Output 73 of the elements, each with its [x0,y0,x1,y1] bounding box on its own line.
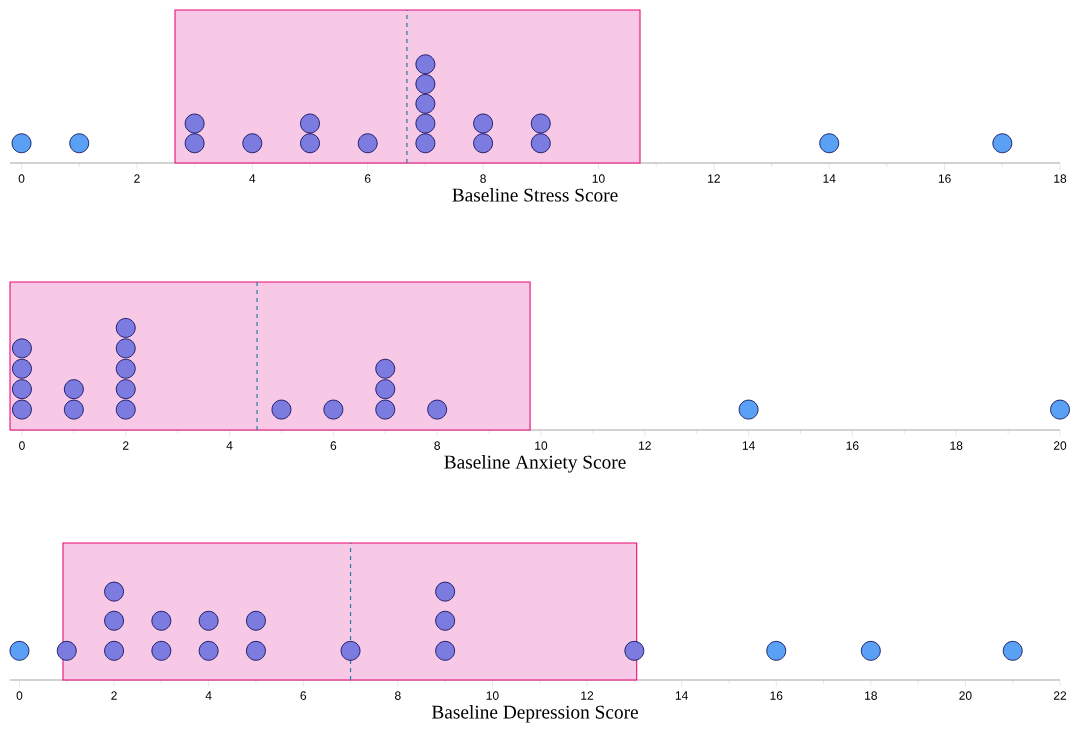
x-tick-label: 4 [226,441,233,450]
point [323,399,344,420]
point [357,133,378,154]
x-tick-label: 0 [16,691,23,700]
x-tick-label: 20 [959,691,972,700]
point [300,133,320,154]
point [115,379,136,400]
x-tick-label: 10 [486,691,499,700]
x-axis-title: Baseline Depression Score [431,705,638,723]
point [415,74,436,94]
x-tick-label: 2 [111,691,117,700]
point [473,113,493,134]
point [530,133,551,154]
x-tick-label: 4 [205,691,212,700]
x-tick-label: 16 [846,441,859,450]
x-tick-label: 12 [639,441,651,450]
x-tick-label: 0 [19,441,25,450]
x-axis-title: Baseline Stress Score [452,188,618,202]
point [300,113,320,134]
point [473,133,493,154]
point [375,399,396,420]
point [415,133,436,154]
point [427,399,448,420]
x-tick-label: 14 [823,174,836,183]
x-tick-label: 2 [134,174,140,183]
x-tick-label: 6 [364,174,371,183]
x-axis-title: Baseline Anxiety Score [444,455,626,473]
point [63,379,84,400]
point [69,133,90,154]
point [738,399,759,420]
x-tick-label: 16 [770,691,783,700]
x-tick-label: 14 [675,691,688,700]
x-tick-label: 12 [708,174,720,183]
x-tick-label: 10 [535,441,548,450]
point [992,133,1013,154]
x-tick-label: 4 [249,174,256,183]
x-tick-label: 8 [480,174,486,183]
point [530,113,551,134]
x-tick-label: 16 [938,174,951,183]
x-tick-label: 18 [865,691,877,700]
point [271,399,292,420]
point [184,113,205,134]
x-tick-label: 20 [1053,441,1067,450]
x-tick-label: 14 [742,441,755,450]
x-tick-label: 6 [300,691,307,700]
point [415,113,436,134]
x-tick-label: 18 [950,441,963,450]
point [819,133,840,154]
point [415,93,436,114]
point [12,358,32,379]
x-tick-label: 2 [123,441,129,450]
point [11,133,32,154]
point [115,399,136,420]
point [12,399,32,420]
x-tick-label: 22 [1053,691,1067,700]
point [12,379,32,400]
point [12,338,32,359]
point [375,379,396,400]
point [415,54,436,75]
x-tick-label: 18 [1054,174,1067,183]
point [115,318,136,338]
point [115,358,136,379]
x-tick-label: 0 [18,174,25,183]
x-tick-label: 12 [581,691,594,700]
point [115,338,136,359]
x-tick-label: 6 [330,441,337,450]
point [375,358,396,379]
point [63,399,84,420]
point [184,133,205,154]
x-tick-label: 8 [395,691,401,700]
point [242,133,263,154]
x-tick-label: 10 [592,174,605,183]
x-tick-label: 8 [434,441,440,450]
